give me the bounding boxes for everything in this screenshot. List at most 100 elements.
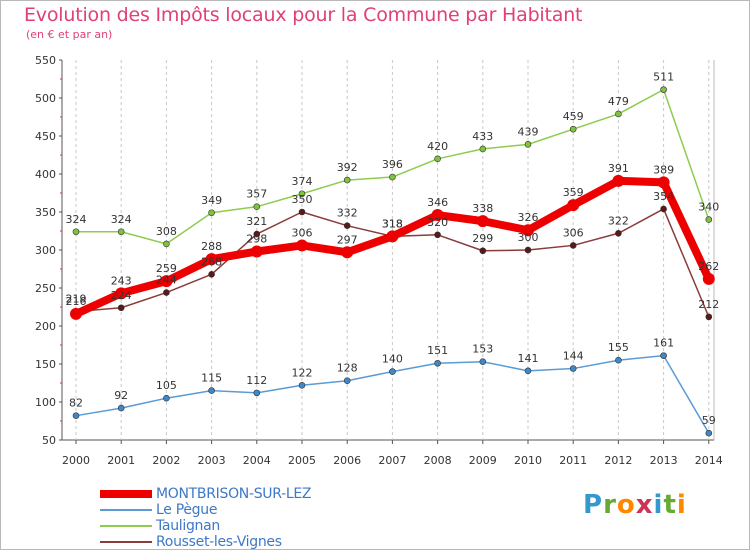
x-tick-label: 2007 [378,454,406,467]
data-label: 340 [698,201,719,214]
data-label: 326 [518,211,539,224]
data-label: 297 [337,233,358,246]
data-point [253,389,261,397]
data-label: 155 [608,341,629,354]
data-point [298,190,306,198]
legend-swatch-taulignan [100,525,152,527]
data-label: 459 [563,110,584,123]
x-tick-label: 2005 [288,454,316,467]
data-point [660,352,667,359]
data-label: 320 [427,216,448,229]
data-label: 357 [246,188,267,201]
data-label: 439 [518,125,539,138]
data-label: 318 [382,217,403,230]
data-point [479,358,487,366]
data-point [522,224,534,237]
data-label: 308 [156,225,177,238]
logo-letter: r [603,490,617,520]
data-label: 244 [156,274,177,287]
y-tick-label: 400 [35,168,56,181]
data-label: 59 [702,414,716,427]
data-label: 92 [114,389,128,402]
y-tick-label: 150 [35,358,56,371]
data-label: 350 [292,193,313,206]
legend-label-montbrison: MONTBRISON-SUR-LEZ [156,486,312,502]
data-point [705,216,713,223]
y-tick-label: 50 [42,434,56,447]
logo-letter: t [663,490,677,520]
data-point [253,230,261,238]
data-label: 374 [292,175,313,188]
data-point [615,229,622,237]
data-label: 153 [472,343,493,356]
x-tick-label: 2010 [514,454,542,467]
data-point [524,367,532,375]
data-point [569,242,577,249]
data-label: 299 [472,232,493,245]
data-point [117,404,125,412]
data-label: 392 [337,161,358,174]
data-point [479,145,487,153]
data-label: 212 [698,298,719,311]
data-label: 346 [427,196,448,209]
x-tick-label: 2008 [424,454,452,467]
data-point [386,230,399,243]
data-point [208,209,215,217]
legend-swatch-le-pegue [100,509,152,511]
y-tick-label: 100 [35,396,56,409]
data-label: 359 [563,186,584,199]
data-point [250,245,263,258]
data-label: 324 [111,213,132,226]
data-label: 322 [608,214,629,227]
data-point [343,222,351,229]
data-label: 321 [246,215,267,228]
data-label: 288 [201,240,222,253]
data-label: 112 [246,374,267,387]
data-label: 216 [66,295,87,308]
data-label: 391 [608,162,629,175]
data-label: 298 [246,233,267,246]
data-label: 243 [111,274,132,287]
data-point [117,228,125,236]
data-label: 268 [201,255,222,268]
data-label: 259 [156,262,177,275]
data-point [524,141,532,148]
data-point [163,240,170,248]
legend-swatch-montbrison [100,490,152,498]
y-tick-label: 200 [35,320,56,333]
data-label: 338 [472,202,493,215]
data-point [115,287,128,300]
data-point [431,209,444,222]
data-point [298,381,306,389]
data-point [208,387,215,394]
data-label: 161 [653,337,674,350]
data-label: 122 [292,366,313,379]
data-label: 332 [337,207,358,220]
x-tick-label: 2013 [650,454,678,467]
data-label: 224 [111,289,132,302]
data-label: 324 [66,213,87,226]
data-label: 306 [292,226,313,239]
data-point [389,368,396,375]
data-point [569,125,577,133]
y-tick-label: 450 [35,130,56,143]
data-point [389,173,396,181]
data-label: 82 [69,397,83,410]
data-point [160,275,173,288]
proxiti-logo: Proxiti [583,490,687,520]
legend-swatch-rousset [100,541,152,543]
data-point [434,359,441,367]
x-tick-label: 2012 [604,454,632,467]
logo-letter: P [583,490,604,520]
y-tick-label: 300 [35,244,56,257]
x-tick-label: 2002 [152,454,180,467]
data-label: 306 [563,226,584,239]
data-point [205,253,218,266]
y-tick-label: 500 [35,92,56,105]
data-point [72,228,80,236]
x-tick-label: 2000 [62,454,90,467]
logo-letter: i [653,490,664,520]
x-tick-label: 2009 [469,454,497,467]
